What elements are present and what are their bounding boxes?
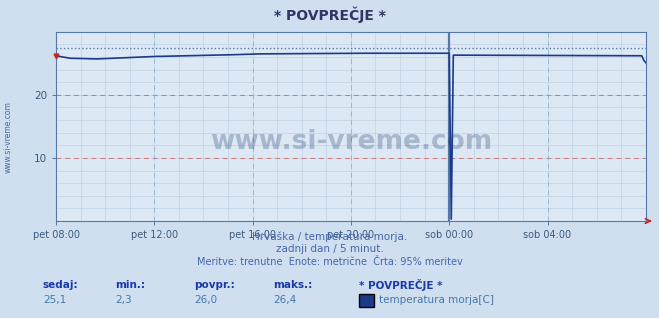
Text: 26,0: 26,0 bbox=[194, 294, 217, 305]
Text: min.:: min.: bbox=[115, 280, 146, 290]
Text: povpr.:: povpr.: bbox=[194, 280, 235, 290]
Text: sedaj:: sedaj: bbox=[43, 280, 78, 290]
Text: 25,1: 25,1 bbox=[43, 294, 66, 305]
Text: Meritve: trenutne  Enote: metrične  Črta: 95% meritev: Meritve: trenutne Enote: metrične Črta: … bbox=[196, 257, 463, 267]
Text: maks.:: maks.: bbox=[273, 280, 313, 290]
Text: * POVPREČJE *: * POVPREČJE * bbox=[273, 7, 386, 24]
Text: 26,4: 26,4 bbox=[273, 294, 297, 305]
Text: zadnji dan / 5 minut.: zadnji dan / 5 minut. bbox=[275, 244, 384, 254]
Text: * POVPREČJE *: * POVPREČJE * bbox=[359, 279, 443, 291]
Text: www.si-vreme.com: www.si-vreme.com bbox=[210, 128, 492, 155]
Text: 2,3: 2,3 bbox=[115, 294, 132, 305]
Text: Hrvaška / temperatura morja.: Hrvaška / temperatura morja. bbox=[252, 232, 407, 242]
Text: www.si-vreme.com: www.si-vreme.com bbox=[3, 101, 13, 173]
Text: temperatura morja[C]: temperatura morja[C] bbox=[379, 294, 494, 305]
